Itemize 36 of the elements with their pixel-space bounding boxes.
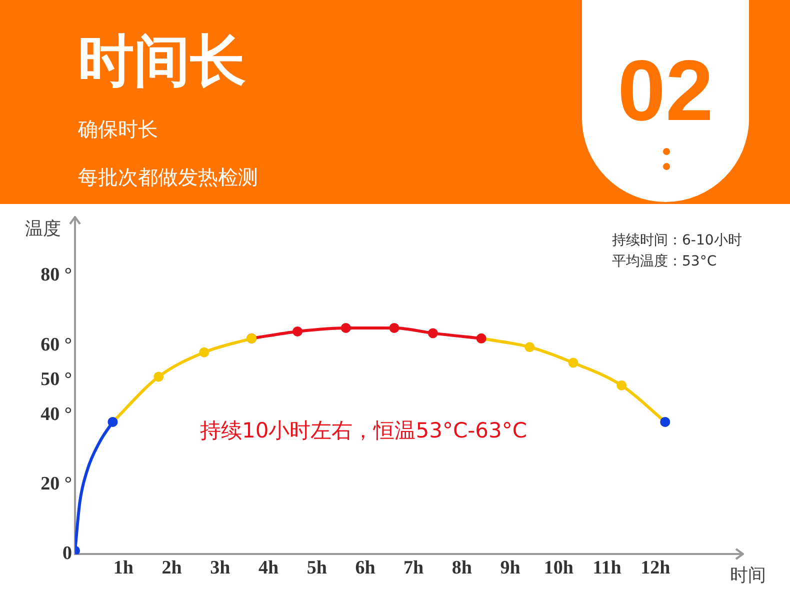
point: [154, 372, 164, 382]
text: 02: [616, 42, 714, 141]
x-tick-label: 11h: [592, 558, 622, 579]
point: [428, 328, 438, 338]
x-tick-label: 2h: [162, 558, 182, 579]
point: [389, 322, 400, 333]
y-tick-label: 80 °: [40, 264, 72, 286]
y-tick-label: 50 °: [40, 369, 72, 390]
point: [199, 347, 210, 358]
y-tick-label: 40 °: [40, 404, 72, 425]
y-axis-title: 温度: [25, 218, 61, 240]
x-tick-label: 1h: [113, 558, 134, 579]
point: [340, 322, 351, 333]
point: [524, 342, 535, 352]
y-tick-label: 0: [62, 543, 72, 564]
x-tick-label: 10h: [544, 558, 574, 579]
annotation: 持续10小时左右，恒温53°C-63°C: [200, 418, 528, 442]
point: [568, 358, 578, 368]
x-tick-label: 7h: [404, 558, 424, 579]
annotation: 持续时间：6-10小时: [612, 232, 742, 249]
x-tick-label: 4h: [258, 558, 279, 579]
x-tick-label: 8h: [452, 558, 472, 579]
annotation: 平均温度：53°C: [612, 254, 717, 270]
x-tick-label: 6h: [355, 558, 376, 579]
x-tick-label: 5h: [306, 558, 328, 579]
y-tick-label: 60 °: [40, 334, 72, 356]
text: 每批次都做发热检测: [78, 164, 258, 191]
point: [616, 380, 627, 390]
y-tick-label: 20 °: [40, 474, 72, 494]
x-tick-label: 3h: [210, 558, 231, 579]
chart-subtitle: 确保时长: [78, 116, 158, 143]
x-axis-title: 时间: [730, 564, 766, 586]
x-tick-label: 12h: [640, 558, 671, 579]
x-tick-label: 9h: [500, 558, 521, 579]
point: [292, 326, 303, 336]
chart-title: 时间长: [78, 28, 246, 96]
